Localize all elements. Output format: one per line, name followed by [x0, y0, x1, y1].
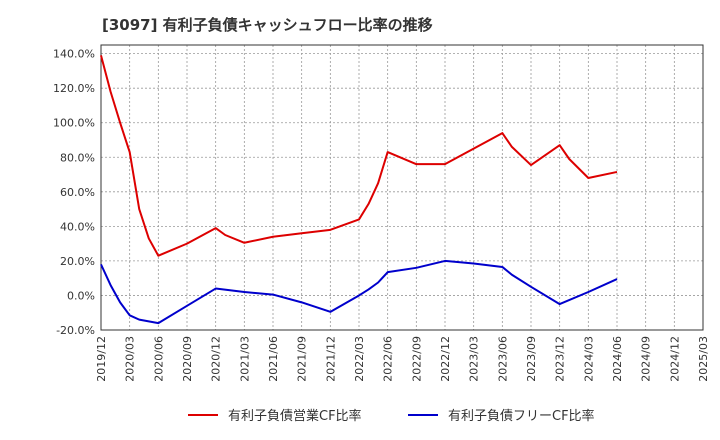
legend: 有利子負債営業CF比率 有利子負債フリーCF比率	[188, 408, 595, 424]
x-tick-label: 2021/09	[296, 336, 309, 382]
y-tick-label: 100.0%	[53, 117, 95, 130]
x-axis-tick-labels: 2019/12 2020/03 2020/06 2020/09 2020/12 2021/…	[95, 336, 710, 382]
series-line-2	[100, 259, 618, 325]
x-tick-label: 2023/12	[554, 336, 567, 382]
x-tick-label: 2021/12	[324, 336, 337, 382]
x-tick-label: 2020/06	[152, 336, 165, 382]
x-tick-label: 2024/06	[611, 336, 624, 382]
x-tick-label: 2021/06	[267, 336, 280, 382]
y-tick-label: -20.0%	[56, 324, 95, 337]
y-tick-label: 80.0%	[60, 151, 95, 164]
series-lines	[100, 55, 618, 325]
x-tick-label: 2025/03	[697, 336, 710, 382]
chart-title: [3097] 有利子負債キャッシュフロー比率の推移	[102, 16, 433, 34]
x-tick-label: 2024/12	[668, 336, 681, 382]
y-axis-tick-labels: -20.0% 0.0% 20.0% 40.0% 60.0% 80.0% 100.0% 120.…	[53, 48, 95, 337]
x-tick-label: 2019/12	[95, 336, 108, 382]
plot-border	[100, 44, 704, 331]
plot-frame	[100, 44, 704, 331]
y-tick-label: 60.0%	[60, 186, 95, 199]
x-tick-label: 2024/09	[640, 336, 653, 382]
legend-label-1: 有利子負債営業CF比率	[228, 408, 362, 424]
y-tick-label: 40.0%	[60, 220, 95, 233]
x-tick-label: 2022/09	[410, 336, 423, 382]
x-tick-label: 2020/12	[210, 336, 223, 382]
y-tick-label: 0.0%	[67, 289, 95, 302]
y-tick-label: 140.0%	[53, 48, 95, 61]
legend-label-2: 有利子負債フリーCF比率	[448, 408, 595, 424]
x-tick-label: 2023/06	[496, 336, 509, 382]
y-tick-label: 120.0%	[53, 82, 95, 95]
x-tick-label: 2022/06	[382, 336, 395, 382]
y-tick-label: 20.0%	[60, 255, 95, 268]
x-tick-label: 2023/09	[525, 336, 538, 382]
x-tick-label: 2024/03	[582, 336, 595, 382]
x-tick-label: 2023/03	[468, 336, 481, 382]
series-line-1	[100, 55, 618, 257]
x-tick-label: 2022/03	[353, 336, 366, 382]
x-tick-label: 2020/03	[124, 336, 137, 382]
grid-lines	[100, 45, 704, 331]
x-tick-label: 2022/12	[439, 336, 452, 382]
x-tick-label: 2020/09	[181, 336, 194, 382]
x-tick-label: 2021/03	[238, 336, 251, 382]
